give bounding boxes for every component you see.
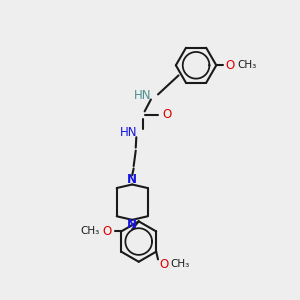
- Text: O: O: [163, 108, 172, 122]
- Text: CH₃: CH₃: [170, 259, 190, 269]
- Text: N: N: [127, 218, 137, 231]
- Text: HN: HN: [134, 89, 152, 102]
- Text: CH₃: CH₃: [237, 60, 256, 70]
- Text: O: O: [102, 225, 112, 238]
- Text: O: O: [160, 258, 169, 271]
- Text: HN: HN: [120, 126, 137, 139]
- Text: CH₃: CH₃: [81, 226, 100, 236]
- Text: N: N: [127, 173, 137, 186]
- Text: O: O: [225, 59, 234, 72]
